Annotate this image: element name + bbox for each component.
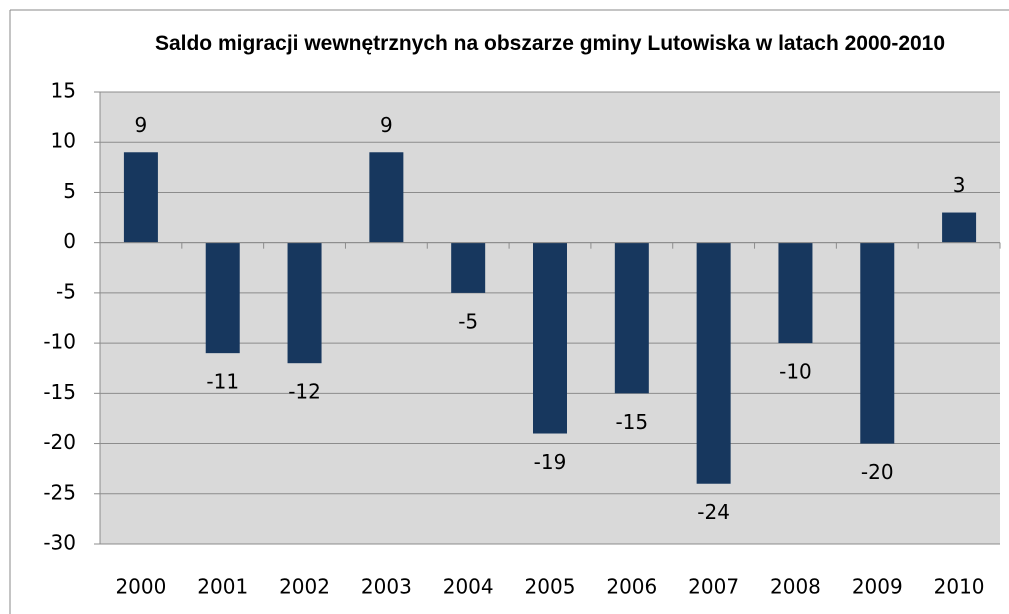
data-label: 9: [135, 113, 148, 137]
bar: [778, 242, 813, 344]
x-tick-label: 2004: [443, 575, 494, 599]
bar: [451, 242, 486, 293]
data-label: -19: [534, 450, 567, 474]
y-tick-label: -10: [43, 330, 76, 354]
x-tick-label: 2001: [197, 575, 248, 599]
x-tick-label: 2009: [852, 575, 903, 599]
bar: [533, 242, 567, 434]
data-label: -12: [288, 380, 321, 404]
bar: [614, 242, 649, 394]
y-tick-label: -5: [56, 279, 76, 303]
y-tick-label: 5: [63, 179, 76, 203]
x-tick-label: 2005: [525, 575, 576, 599]
bar: [123, 152, 158, 243]
chart-title: Saldo migracji wewnętrznych na obszarze …: [154, 32, 946, 55]
y-tick-label: -15: [43, 380, 76, 404]
data-label: -11: [206, 370, 239, 394]
y-tick-label: -25: [43, 480, 76, 504]
x-tick-label: 2000: [115, 575, 166, 599]
x-tick-label: 2010: [934, 575, 985, 599]
data-label: -10: [779, 360, 812, 384]
bar: [287, 242, 322, 364]
y-tick-label: -20: [43, 430, 76, 454]
x-tick-label: 2002: [279, 575, 330, 599]
y-tick-label: 0: [63, 229, 76, 253]
data-label: 3: [953, 173, 966, 197]
bar: [696, 242, 731, 484]
bar: [942, 212, 977, 243]
data-label: 9: [380, 113, 393, 137]
data-label: -5: [458, 309, 478, 333]
data-label: -15: [615, 410, 648, 434]
data-label: -24: [697, 500, 730, 524]
y-tick-label: 10: [51, 129, 76, 153]
x-tick-label: 2007: [688, 575, 739, 599]
x-tick-label: 2006: [606, 575, 657, 599]
x-tick-label: 2003: [361, 575, 412, 599]
bar: [860, 242, 895, 444]
y-tick-label: 15: [51, 79, 76, 103]
bar: [369, 152, 404, 243]
y-tick-label: -30: [43, 531, 76, 555]
bar: [205, 242, 240, 354]
data-label: -20: [861, 460, 894, 484]
x-tick-label: 2008: [770, 575, 821, 599]
